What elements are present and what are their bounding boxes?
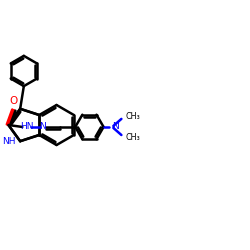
Text: CH₃: CH₃ [125, 133, 140, 142]
Text: N: N [112, 122, 118, 132]
Text: O: O [10, 96, 18, 106]
Text: N: N [39, 122, 46, 132]
Text: CH₃: CH₃ [125, 112, 140, 121]
Text: HN: HN [20, 122, 34, 132]
Text: NH: NH [2, 137, 16, 146]
